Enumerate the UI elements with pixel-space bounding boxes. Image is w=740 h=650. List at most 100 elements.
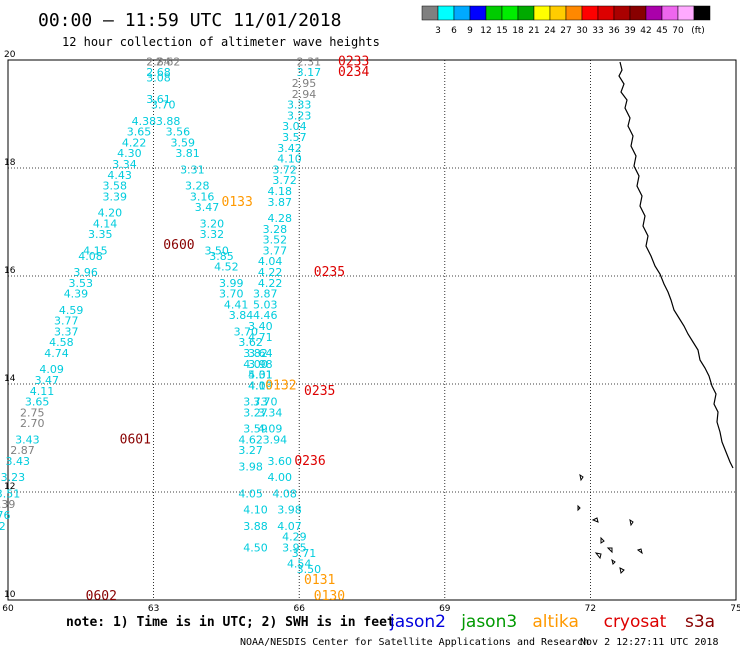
wave-height-value: 2.68 — [146, 66, 171, 79]
wave-height-value: 3.59 — [170, 136, 195, 149]
wave-height-value: 4.05 — [238, 487, 263, 500]
x-tick-label: 69 — [439, 604, 451, 614]
wave-height-value: 3.65 — [127, 126, 152, 139]
color-scale-label: 27 — [560, 26, 571, 36]
wave-height-value: 3.51 — [0, 487, 20, 500]
wave-height-value: 3.65 — [25, 396, 50, 409]
wave-height-value: 3.77 — [263, 244, 288, 257]
wave-height-value: 5.03 — [253, 298, 278, 311]
wave-height-value: 3.31 — [180, 163, 205, 176]
wave-height-value: 2.70 — [20, 417, 45, 430]
wave-height-value: 3.98 — [248, 358, 273, 371]
color-swatch — [581, 5, 599, 21]
pass-time-label: 0236 — [294, 454, 325, 469]
wave-height-value: 4.09 — [39, 363, 64, 376]
color-swatch — [693, 5, 711, 21]
wave-height-value: 3.47 — [195, 201, 220, 214]
pass-time-label: 0233 — [338, 54, 369, 69]
wave-height-value: 3.28 — [185, 180, 210, 193]
color-swatch — [645, 5, 663, 21]
color-swatch — [453, 5, 471, 21]
wave-height-value: 3.73 — [243, 396, 268, 409]
y-tick-label: 18 — [4, 158, 16, 168]
color-scale-label: 18 — [512, 26, 524, 36]
wave-height-value: 3.71 — [292, 547, 317, 560]
wave-height-value: 4.10 — [248, 379, 273, 392]
wave-height-value: 4.39 — [64, 288, 89, 301]
y-tick-label: 10 — [4, 590, 16, 600]
pass-time-label: 0600 — [163, 238, 194, 253]
wave-height-value: 4.14 — [93, 217, 118, 230]
wave-height-value: 3.85 — [209, 250, 234, 263]
wave-height-value: 3.58 — [103, 180, 128, 193]
wave-height-value: 4.15 — [83, 244, 108, 257]
wave-height-value: 3.87 — [268, 196, 293, 209]
wave-height-value: 3.34 — [112, 158, 137, 171]
wave-height-value: 3.72 — [272, 163, 297, 176]
wave-height-value: 3.43 — [15, 433, 40, 446]
wave-height-value: 4.71 — [248, 331, 273, 344]
wave-height-value: 4.59 — [59, 304, 84, 317]
plot-frame — [7, 59, 737, 601]
wave-height-value: 3.99 — [219, 277, 244, 290]
wave-height-value: 2.94 — [292, 88, 317, 101]
color-scale-label: 21 — [528, 26, 539, 36]
wave-height-value: 3.56 — [166, 126, 191, 139]
wave-height-value: 3.50 — [204, 244, 229, 257]
wave-height-value: 2.87 — [10, 444, 35, 457]
wave-height-value: 3.34 — [258, 406, 283, 419]
color-swatch — [421, 5, 439, 21]
wave-height-value: 4.08 — [272, 487, 297, 500]
wave-height-value: 4.08 — [78, 250, 103, 263]
legend-item-jason3: jason3 — [460, 612, 517, 632]
wave-height-value: 3.59 — [243, 423, 268, 436]
color-swatch — [501, 5, 519, 21]
wave-height-value: 3.77 — [54, 315, 79, 328]
wave-height-value: 3.82 — [243, 347, 268, 360]
wave-height-value: 3.33 — [287, 99, 312, 112]
wave-height-value: 4.30 — [117, 147, 142, 160]
wave-height-value: 4.54 — [287, 558, 312, 571]
color-scale-label: 42 — [640, 26, 651, 36]
pass-time-label: 0601 — [120, 432, 151, 447]
color-scale-label: 33 — [592, 26, 603, 36]
wave-height-value: 4.22 — [122, 136, 147, 149]
wave-height-value: 3.04 — [282, 120, 307, 133]
wave-height-value: 3.70 — [253, 396, 278, 409]
wave-height-value: 3.62 — [238, 336, 263, 349]
pass-time-label: 0132 — [265, 378, 296, 393]
wave-height-value: 3.76 — [0, 509, 11, 522]
color-scale-label: 6 — [451, 26, 457, 36]
wave-height-value: 2.84 — [146, 55, 171, 68]
wave-height-value: 3.64 — [248, 347, 273, 360]
wave-height-value: 3.27 — [243, 406, 268, 419]
pass-time-label: 0235 — [314, 265, 345, 280]
color-scale-label: 70 — [672, 26, 684, 36]
color-swatch — [565, 5, 583, 21]
page-title: 00:00 – 11:59 UTC 11/01/2018 — [38, 10, 341, 31]
wave-height-value: 3.28 — [263, 223, 288, 236]
wave-height-value: 3.39 — [103, 190, 128, 203]
legend-item-cryosat: cryosat — [604, 612, 667, 632]
observation-layer: 2.842.622.683.083.613.704.38 3.883.65 3.56… — [0, 55, 321, 576]
wave-height-value: 3.61 — [146, 93, 171, 106]
wave-height-value: 4.52 — [214, 261, 239, 274]
footer-timestamp: Nov 2 12:27:11 UTC 2018 — [580, 637, 718, 648]
wave-height-value: 3.16 — [190, 190, 215, 203]
wave-height-value: 3.87 — [253, 288, 278, 301]
color-swatch — [677, 5, 695, 21]
wave-height-value: 4.10 — [277, 153, 302, 166]
wave-height-value: 3.23 — [1, 471, 26, 484]
wave-height-value: 3.37 — [54, 325, 79, 338]
wave-height-value: 4.20 — [98, 207, 123, 220]
wave-height-value: 3.42 — [277, 142, 302, 155]
y-tick-label: 16 — [4, 266, 16, 276]
pass-time-label: 0130 — [314, 589, 345, 604]
color-swatch — [549, 5, 567, 21]
wave-height-value: 3.70 — [219, 288, 244, 301]
color-scale-bar: 3 6 9 12 15 18 21 24 27 30 33 36 39 42 45 70 (ft) — [421, 5, 711, 36]
y-tick-label: 20 — [4, 50, 16, 60]
x-tick-label: 63 — [148, 604, 159, 614]
x-tick-label: 66 — [293, 604, 305, 614]
